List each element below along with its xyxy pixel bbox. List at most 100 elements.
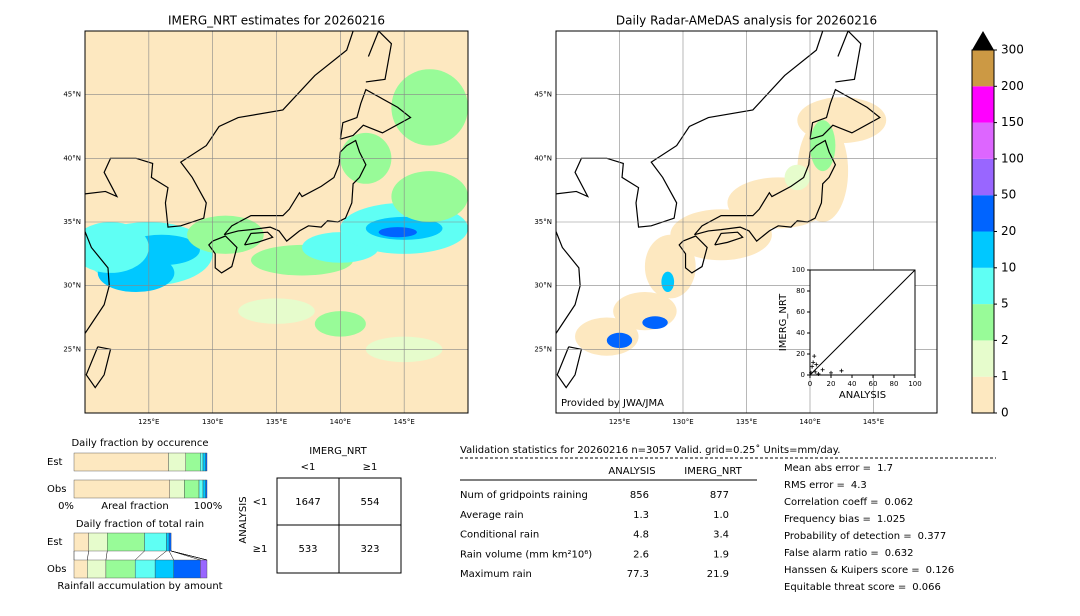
y-tick-label: 35°N xyxy=(63,218,81,226)
stat-value: 77.3 xyxy=(627,569,649,580)
score-value: 0.066 xyxy=(912,582,941,593)
coastline xyxy=(835,31,862,83)
rain-area xyxy=(391,69,468,146)
table-cell: 1647 xyxy=(295,497,320,508)
coastline xyxy=(208,235,238,274)
colorbar-label: 20 xyxy=(1001,224,1016,238)
col-header: ANALYSIS xyxy=(608,466,655,477)
connector xyxy=(135,550,145,561)
connector xyxy=(168,550,174,561)
score-label: False alarm ratio = xyxy=(784,548,879,559)
fraction-segment xyxy=(166,532,170,552)
fraction-segment xyxy=(185,452,201,472)
connector xyxy=(154,550,167,561)
row-label: Obs xyxy=(47,484,66,495)
scatter-point xyxy=(829,370,833,375)
colorbar-label: 150 xyxy=(1001,115,1024,129)
x-tick-label: 135°E xyxy=(266,418,287,426)
x-axis-label: ANALYSIS xyxy=(839,390,886,401)
x-tick-label: 20 xyxy=(827,380,836,388)
fraction-segment xyxy=(73,559,88,579)
table-cell: 323 xyxy=(360,544,379,555)
score-value: 0.377 xyxy=(918,531,947,542)
score-label: Frequency bias = xyxy=(784,514,871,525)
score-label: Hanssen & Kuipers score = xyxy=(784,565,920,576)
fraction-segment xyxy=(73,532,89,552)
y-tick-label: 25°N xyxy=(63,345,81,353)
fraction-segment xyxy=(202,479,206,499)
map-credit: Provided by JWA/JMA xyxy=(561,398,664,409)
coastline xyxy=(365,31,393,83)
y-tick-label: 60 xyxy=(796,308,805,316)
score-label: Probability of detection = xyxy=(784,531,912,542)
x-tick-label: 145°E xyxy=(394,418,415,426)
colorbar-band xyxy=(972,267,994,305)
coastline xyxy=(223,139,367,242)
y-tick-label: 100 xyxy=(792,266,805,274)
fraction-segment xyxy=(88,532,108,552)
stat-value: 877 xyxy=(710,490,729,501)
fraction-segment xyxy=(169,479,185,499)
stat-label: Average rain xyxy=(460,510,524,521)
fraction-segment xyxy=(202,452,206,472)
rain-area xyxy=(85,222,149,273)
row-title: ANALYSIS xyxy=(238,496,249,543)
stat-label: Maximum rain xyxy=(460,569,532,580)
col-label: <1 xyxy=(301,462,316,473)
scatter-point xyxy=(839,368,844,373)
colorbar-label: 5 xyxy=(1001,297,1009,311)
y-tick-label: 40°N xyxy=(63,154,81,162)
map-frame xyxy=(555,30,938,414)
fraction-segment xyxy=(168,452,186,472)
coastline xyxy=(714,231,744,246)
colorbar-band xyxy=(972,86,994,123)
coastline xyxy=(678,235,708,274)
fraction-segment xyxy=(205,479,208,499)
table-cell: 533 xyxy=(298,544,317,555)
coastline xyxy=(809,88,881,140)
x-tick-label: 125°E xyxy=(138,418,159,426)
colorbar-band xyxy=(972,340,994,377)
stat-value: 21.9 xyxy=(707,569,729,580)
y-tick-label: 40 xyxy=(796,329,805,337)
coastline xyxy=(339,88,412,140)
table-cell: 554 xyxy=(360,497,379,508)
axis-label: Areal fraction xyxy=(101,501,168,512)
stat-label: Num of gridpoints raining xyxy=(460,490,588,501)
colorbar-label: 50 xyxy=(1001,188,1016,202)
fraction-segment xyxy=(87,559,107,579)
y-tick-label: 30°N xyxy=(534,282,552,290)
row-label: Est xyxy=(47,537,63,548)
stat-value: 1.0 xyxy=(713,510,729,521)
y-tick-label: 45°N xyxy=(63,91,81,99)
colorbar-band xyxy=(972,122,994,159)
stat-value: 3.4 xyxy=(713,530,729,541)
stat-value: 4.8 xyxy=(633,530,649,541)
axis-min: 0% xyxy=(58,501,74,512)
x-tick-label: 0 xyxy=(808,380,812,388)
x-tick-label: 130°E xyxy=(672,418,693,426)
fraction-segment xyxy=(198,479,204,499)
rain-area xyxy=(784,164,810,191)
colorbar-label: 300 xyxy=(1001,43,1024,57)
fraction-title: Daily fraction of total rain xyxy=(76,519,204,530)
scatter-point xyxy=(816,371,821,376)
row-label: Est xyxy=(47,457,63,468)
colorbar-label: 1 xyxy=(1001,369,1009,383)
score-value: 0.062 xyxy=(885,497,914,508)
x-tick-label: 80 xyxy=(890,380,899,388)
rain-area xyxy=(661,271,675,293)
row-label: <1 xyxy=(253,497,268,508)
rain-area xyxy=(391,171,468,222)
y-tick-label: 30°N xyxy=(63,282,81,290)
colorbar-band xyxy=(972,231,994,268)
coastline xyxy=(556,31,824,228)
rain-area xyxy=(810,120,836,172)
x-tick-label: 140°E xyxy=(330,418,351,426)
connector xyxy=(171,550,201,561)
colorbar-label: 0 xyxy=(1001,406,1009,420)
fraction-segment xyxy=(200,452,204,472)
y-tick-label: 35°N xyxy=(534,218,552,226)
coastline xyxy=(693,139,837,242)
